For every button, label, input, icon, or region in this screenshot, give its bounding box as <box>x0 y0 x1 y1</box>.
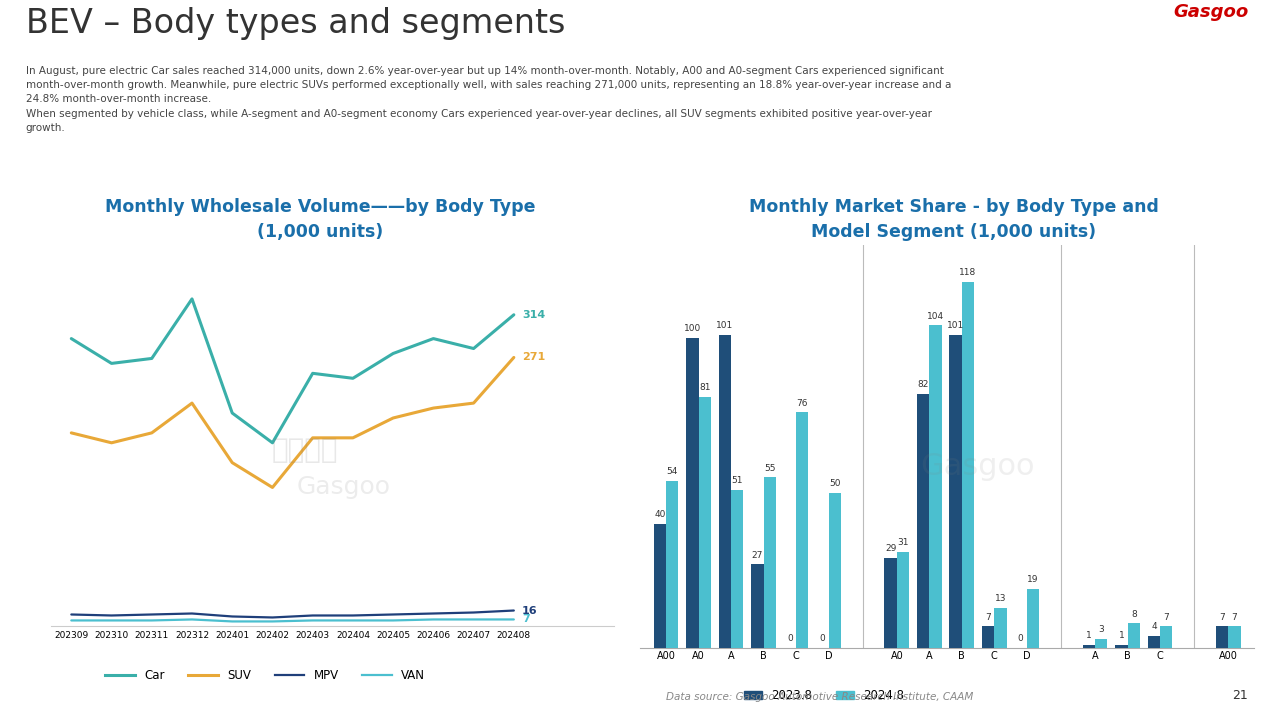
Bar <box>961 282 974 648</box>
Bar <box>1216 626 1229 648</box>
Bar <box>1160 626 1172 648</box>
Text: 16: 16 <box>522 606 538 616</box>
Text: 0: 0 <box>819 634 826 644</box>
Text: 50: 50 <box>829 480 841 488</box>
Text: 7: 7 <box>1164 613 1169 621</box>
Text: 13: 13 <box>995 594 1006 603</box>
Legend: Car, SUV, MPV, VAN: Car, SUV, MPV, VAN <box>100 664 430 687</box>
Text: 101: 101 <box>947 321 964 330</box>
Text: 104: 104 <box>927 312 945 321</box>
Text: In August, pure electric Car sales reached 314,000 units, down 2.6% year-over-ye: In August, pure electric Car sales reach… <box>26 66 951 133</box>
Bar <box>828 493 841 648</box>
Bar <box>995 608 1006 648</box>
Text: 0: 0 <box>787 634 792 644</box>
Bar <box>1096 639 1107 648</box>
Bar <box>982 626 995 648</box>
Text: 29: 29 <box>884 544 896 554</box>
Text: Gasgoo: Gasgoo <box>297 475 392 499</box>
Text: 8: 8 <box>1132 610 1137 618</box>
Bar <box>764 477 776 648</box>
Text: 7: 7 <box>986 613 991 621</box>
Text: 7: 7 <box>522 614 530 624</box>
Text: 7: 7 <box>1220 613 1225 621</box>
Bar <box>1083 645 1096 648</box>
Text: 盖世汽车: 盖世汽车 <box>271 436 338 464</box>
Text: 19: 19 <box>1028 575 1039 585</box>
Text: Monthly Market Share - by Body Type and
Model Segment (1,000 units): Monthly Market Share - by Body Type and … <box>749 198 1158 241</box>
Text: 100: 100 <box>684 324 701 333</box>
Text: Gasgoo: Gasgoo <box>1172 4 1248 22</box>
Bar <box>1027 589 1039 648</box>
Text: BEV – Body types and segments: BEV – Body types and segments <box>26 7 564 40</box>
Bar <box>916 394 929 648</box>
Text: 40: 40 <box>654 510 666 519</box>
Text: 81: 81 <box>699 383 710 392</box>
Bar <box>950 335 961 648</box>
Text: 7: 7 <box>1231 613 1238 621</box>
Text: 271: 271 <box>522 353 545 362</box>
Legend: 2023.8, 2024.8: 2023.8, 2024.8 <box>740 684 909 706</box>
Bar <box>1115 645 1128 648</box>
Bar <box>1128 624 1140 648</box>
Text: Data source: Gasgoo Automotive Research Institute, CAAM: Data source: Gasgoo Automotive Research … <box>666 692 973 702</box>
Text: 21: 21 <box>1233 689 1248 702</box>
Text: 55: 55 <box>764 464 776 473</box>
Bar <box>666 480 678 648</box>
Bar <box>1229 626 1240 648</box>
Bar <box>654 524 666 648</box>
Text: 1: 1 <box>1085 631 1092 640</box>
Bar <box>699 397 710 648</box>
Bar <box>897 552 909 648</box>
Text: 4: 4 <box>1151 622 1157 631</box>
Text: Monthly Wholesale Volume——by Body Type
(1,000 units): Monthly Wholesale Volume——by Body Type (… <box>105 198 535 241</box>
Bar <box>1148 636 1160 648</box>
Text: 101: 101 <box>717 321 733 330</box>
Bar <box>884 558 897 648</box>
Text: 3: 3 <box>1098 625 1105 634</box>
Bar <box>796 413 809 648</box>
Text: 0: 0 <box>1018 634 1024 644</box>
Bar <box>929 325 942 648</box>
Text: 54: 54 <box>667 467 678 476</box>
Text: 118: 118 <box>960 269 977 277</box>
Text: 1: 1 <box>1119 631 1124 640</box>
Text: 76: 76 <box>796 399 808 408</box>
Text: 314: 314 <box>522 310 545 320</box>
Text: 27: 27 <box>751 551 763 559</box>
Text: 51: 51 <box>731 476 742 485</box>
Bar <box>718 335 731 648</box>
Bar <box>731 490 744 648</box>
Bar <box>686 338 699 648</box>
Text: 82: 82 <box>918 380 929 389</box>
Text: 31: 31 <box>897 539 909 547</box>
Text: Gasgoo: Gasgoo <box>920 452 1036 481</box>
Bar <box>751 564 764 648</box>
